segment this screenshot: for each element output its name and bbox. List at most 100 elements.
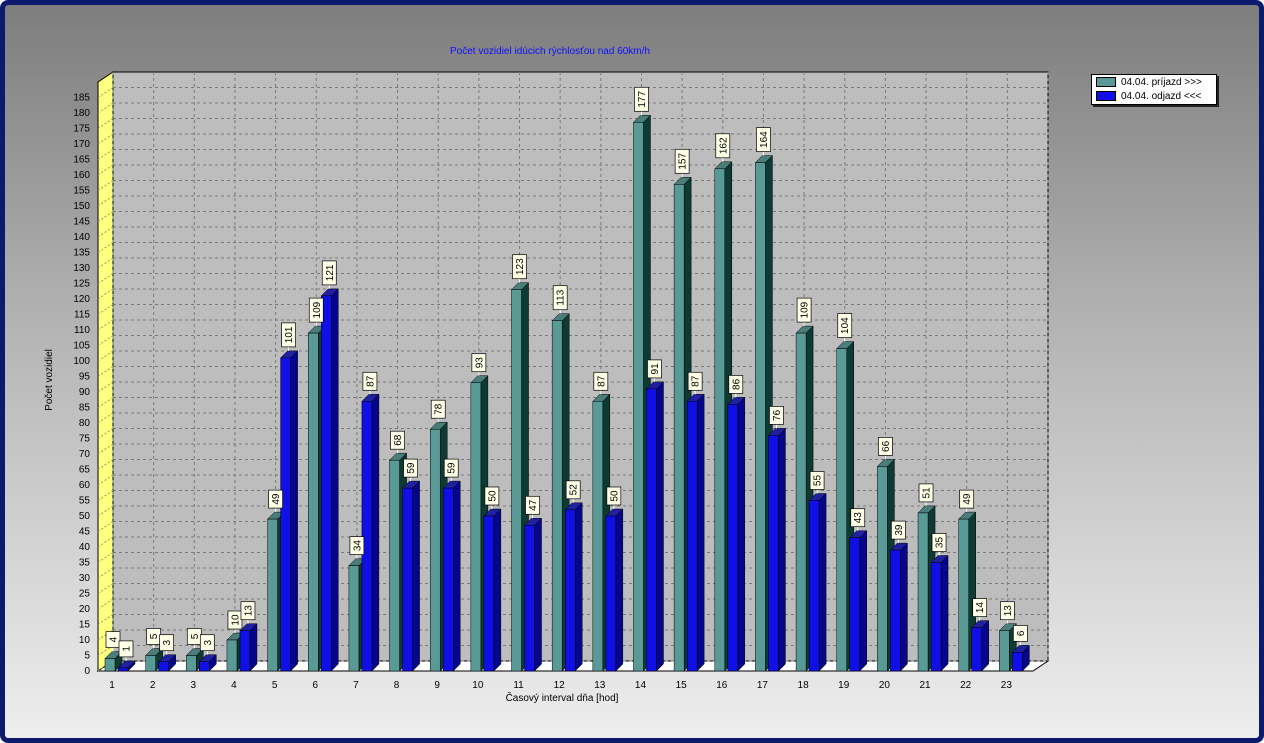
bar-arrival-front [145,655,156,672]
bar-departure-side [696,393,705,672]
grid-line-side [97,273,114,284]
y-tick-label: 155 [73,186,90,197]
data-label-departure: 101 [284,326,295,343]
grid-line-side [97,443,114,455]
grid-line-side [97,319,114,331]
data-labels: 4153531013491011091213487685978599350123… [105,86,1028,661]
bar-departure-front [727,404,739,672]
data-label-arrival: 66 [881,440,892,452]
data-label-departure: 87 [691,375,702,387]
bar-departure-front [808,500,820,672]
y-tick-label: 125 [73,279,90,290]
data-label-departure-box [647,359,662,379]
bar-departure-front [564,509,576,672]
bar-departure [767,427,787,672]
y-tick-label: 130 [73,263,90,274]
grid-line-side [97,567,114,579]
data-label-arrival-box [430,399,446,419]
data-label-arrival-box [471,353,487,373]
grid-line-side [97,583,114,594]
bar-departure [605,508,624,672]
grid-line-side [97,381,114,393]
bar-arrival-front [633,122,644,672]
data-label-departure: 76 [772,409,783,421]
grid-line-side [97,505,114,517]
y-tick-label: 50 [79,511,91,522]
data-label-departure-box [809,471,825,490]
bar-departure [971,619,990,672]
bar-arrival-front [348,565,360,672]
data-label-arrival-box [105,631,121,648]
data-label-arrival: 87 [596,375,607,387]
data-label-arrival: 34 [352,540,363,552]
bar-departure-side [493,508,502,672]
grid-line-side [97,645,114,656]
legend-item-series-1: 04.04. príjazd >>> [1092,75,1216,89]
data-label-departure: 52 [569,484,580,496]
x-tick-label: 1 [109,680,115,691]
grid-line-side [97,195,114,207]
bar-departure-front [483,515,495,672]
y-tick-label: 175 [73,124,90,135]
y-tick-label: 165 [73,155,90,166]
bar-departure-front [280,357,291,672]
bar-departure-front [930,562,942,672]
data-label-departure-box [443,458,459,478]
bar-arrival [958,511,977,672]
data-label-departure-box [240,601,256,621]
data-label-arrival-box [268,489,283,509]
bar-arrival-front [186,655,197,672]
bar-arrival-front [104,658,116,672]
grid-line-side [97,521,114,532]
data-label-departure: 39 [894,524,905,536]
bar-departure [1011,644,1030,672]
legend: 04.04. príjazd >>> 04.04. odjazd <<< [1091,74,1217,105]
grid-line-side [97,614,114,625]
bar-departure [930,554,949,672]
grid-line-side [97,536,114,548]
data-label-arrival: 93 [474,357,485,369]
bar-arrival-front [267,518,278,672]
data-label-arrival-box [634,86,649,112]
data-label-departure: 121 [325,264,336,281]
data-label-departure: 14 [975,602,986,614]
data-label-departure: 6 [1016,630,1027,636]
bar-departure [239,623,258,672]
grid-line-side [97,304,114,315]
data-label-arrival: 162 [718,137,729,154]
x-tick-label: 13 [594,680,606,691]
bar-departure-front [199,661,210,672]
y-tick-label: 135 [73,248,90,259]
bar-departure-side [412,480,420,672]
grid-line-side [97,459,114,470]
data-label-arrival-box [674,148,690,174]
bars [104,114,1030,672]
bar-departure-front [971,627,982,672]
data-label-departure-box [931,533,947,552]
x-tick-label: 10 [472,680,484,691]
x-tick-label: 17 [757,680,769,691]
data-label-departure-box [1012,625,1028,642]
bar-arrival-front [958,518,969,672]
data-label-departure-box [606,486,622,506]
bar-arrival-front [551,320,563,672]
grid-line-side [97,102,114,114]
data-label-arrival: 13 [1003,605,1014,617]
grid-line-side [97,288,114,300]
grid-line-side [97,598,114,610]
data-label-arrival: 164 [759,131,770,148]
bar-departure-side [249,623,258,672]
bar-departure [361,393,380,672]
y-tick-label: 55 [79,496,91,507]
data-label-departure-box [159,634,175,652]
data-label-departure-box [687,371,703,391]
data-label-arrival: 49 [962,493,973,505]
data-label-departure-box [321,260,337,286]
grid-line-side [97,490,114,501]
y-tick-label: 145 [73,217,90,228]
bar-departure-front [1012,652,1023,672]
data-label-departure: 13 [243,605,254,617]
bar-arrival-front [673,184,685,672]
x-tick-label: 6 [312,680,318,691]
data-label-departure: 47 [528,499,539,511]
